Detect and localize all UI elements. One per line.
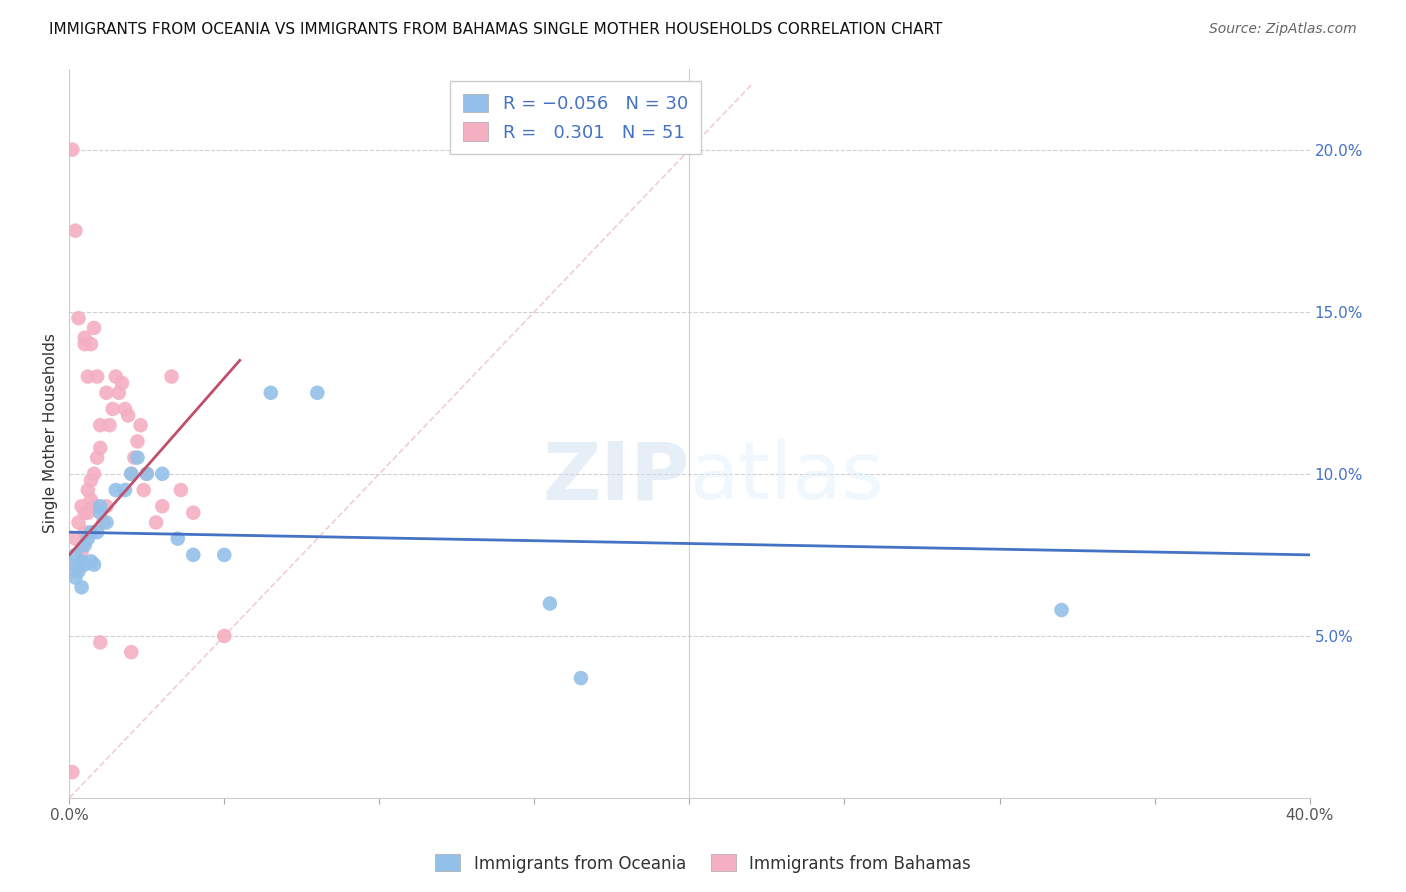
Point <box>80 337 103 351</box>
Point <box>260 385 283 400</box>
Point <box>96 500 118 514</box>
Legend: Immigrants from Oceania, Immigrants from Bahamas: Immigrants from Oceania, Immigrants from… <box>429 847 977 880</box>
Point <box>76 506 98 520</box>
Point <box>76 532 98 546</box>
Point <box>120 467 142 481</box>
Point <box>60 765 83 780</box>
Point <box>73 331 96 345</box>
Point <box>108 385 131 400</box>
Point <box>181 506 204 520</box>
Point <box>127 434 149 449</box>
Point <box>67 564 90 578</box>
Point <box>160 369 183 384</box>
Point <box>65 548 87 562</box>
Point <box>214 548 236 562</box>
Point <box>70 554 93 568</box>
Point <box>124 450 146 465</box>
Point <box>76 483 98 497</box>
Point <box>89 500 111 514</box>
Point <box>65 532 87 546</box>
Point <box>80 554 103 568</box>
Point <box>135 467 157 481</box>
Point <box>89 441 111 455</box>
Point <box>170 483 193 497</box>
Y-axis label: Single Mother Households: Single Mother Households <box>44 334 58 533</box>
Point <box>67 311 90 326</box>
Point <box>96 516 118 530</box>
Point <box>86 450 108 465</box>
Point <box>117 409 139 423</box>
Point <box>67 558 90 572</box>
Point <box>67 516 90 530</box>
Point <box>86 369 108 384</box>
Point <box>101 401 124 416</box>
Point <box>76 369 98 384</box>
Point <box>80 473 103 487</box>
Point <box>104 369 127 384</box>
Point <box>538 597 561 611</box>
Point <box>307 385 329 400</box>
Point <box>135 467 157 481</box>
Point <box>1050 603 1073 617</box>
Legend: R = −0.056   N = 30, R =   0.301   N = 51: R = −0.056 N = 30, R = 0.301 N = 51 <box>450 81 700 154</box>
Point <box>104 483 127 497</box>
Point <box>73 525 96 540</box>
Point <box>93 516 115 530</box>
Point <box>127 450 149 465</box>
Point <box>65 571 87 585</box>
Point <box>70 544 93 558</box>
Point <box>129 418 152 433</box>
Point <box>60 143 83 157</box>
Point <box>89 506 111 520</box>
Text: atlas: atlas <box>689 438 884 516</box>
Point <box>83 467 105 481</box>
Text: IMMIGRANTS FROM OCEANIA VS IMMIGRANTS FROM BAHAMAS SINGLE MOTHER HOUSEHOLDS CORR: IMMIGRANTS FROM OCEANIA VS IMMIGRANTS FR… <box>49 22 942 37</box>
Point <box>120 645 142 659</box>
Point <box>98 418 121 433</box>
Point <box>569 671 592 685</box>
Point <box>120 467 142 481</box>
Point <box>80 492 103 507</box>
Point <box>73 506 96 520</box>
Point <box>150 467 173 481</box>
Point <box>73 538 96 552</box>
Point <box>70 580 93 594</box>
Text: ZIP: ZIP <box>543 438 689 516</box>
Point <box>83 500 105 514</box>
Point <box>65 224 87 238</box>
Point <box>132 483 155 497</box>
Point <box>80 525 103 540</box>
Point <box>145 516 167 530</box>
Point <box>89 418 111 433</box>
Point <box>181 548 204 562</box>
Point <box>89 635 111 649</box>
Point <box>65 564 87 578</box>
Point <box>166 532 188 546</box>
Point <box>150 500 173 514</box>
Point <box>114 401 136 416</box>
Point <box>86 525 108 540</box>
Point <box>114 483 136 497</box>
Point <box>111 376 134 390</box>
Point <box>73 337 96 351</box>
Point <box>83 558 105 572</box>
Text: Source: ZipAtlas.com: Source: ZipAtlas.com <box>1209 22 1357 37</box>
Point <box>214 629 236 643</box>
Point <box>83 321 105 335</box>
Point <box>96 385 118 400</box>
Point <box>60 558 83 572</box>
Point <box>73 558 96 572</box>
Point <box>70 500 93 514</box>
